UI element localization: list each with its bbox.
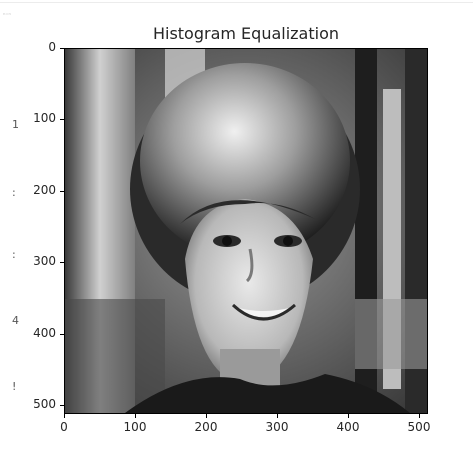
x-tick-mark	[348, 414, 349, 418]
y-tick-mark	[60, 48, 64, 49]
gutter-mark: :	[12, 248, 16, 261]
x-tick-label: 300	[265, 420, 289, 434]
y-tick-mark	[60, 119, 64, 120]
y-tick-mark	[60, 191, 64, 192]
x-tick-label: 500	[407, 420, 431, 434]
x-tick-mark	[419, 414, 420, 418]
x-tick-mark	[135, 414, 136, 418]
notebook-top-rule	[0, 2, 473, 3]
y-tick-mark	[60, 405, 64, 406]
y-tick-label: 100	[33, 111, 56, 125]
y-tick-mark	[60, 262, 64, 263]
figure-title: Histogram Equalization	[152, 24, 340, 43]
plot-area	[64, 48, 428, 414]
cell-prompt-text: ⁿ⁼ⁿ	[3, 12, 11, 19]
equalized-portrait-image	[65, 49, 427, 413]
x-tick-mark	[64, 414, 65, 418]
x-tick-mark	[206, 414, 207, 418]
gutter-mark: :	[12, 186, 16, 199]
gutter-mark: !	[12, 380, 17, 393]
x-tick-label: 200	[194, 420, 218, 434]
x-tick-label: 400	[336, 420, 360, 434]
x-tick-mark	[277, 414, 278, 418]
x-tick-label: 0	[60, 420, 68, 434]
y-tick-label: 500	[33, 397, 56, 411]
gutter-mark: 1	[12, 118, 19, 131]
y-tick-label: 400	[33, 326, 56, 340]
y-tick-label: 300	[33, 254, 56, 268]
y-tick-label: 200	[33, 183, 56, 197]
y-tick-mark	[60, 334, 64, 335]
gutter-mark: 4	[12, 314, 19, 327]
x-tick-label: 100	[123, 420, 147, 434]
y-tick-label: 0	[48, 40, 56, 54]
